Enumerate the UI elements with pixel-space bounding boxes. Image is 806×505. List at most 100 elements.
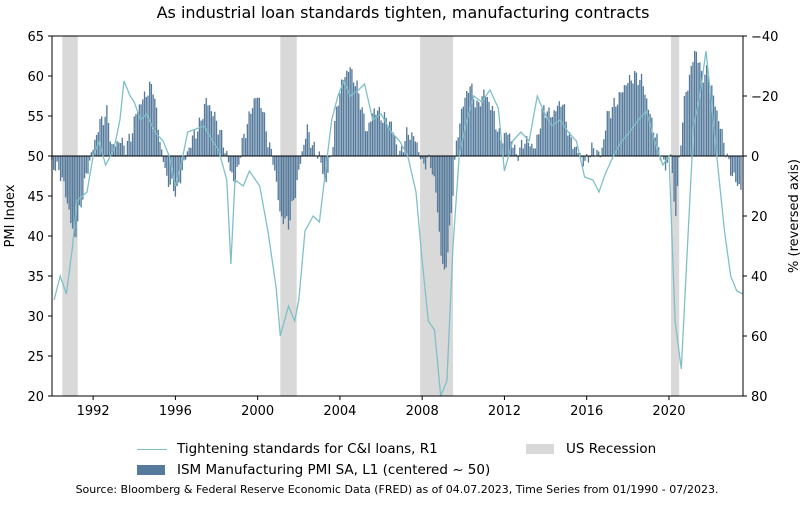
pmi-bar-82: [191, 135, 194, 156]
pmi-bar-191: [378, 106, 381, 156]
legend-recession-swatch: [526, 444, 554, 454]
pmi-bar-248: [476, 100, 478, 156]
pmi-bar-219: [426, 156, 428, 158]
legend-bars-label: ISM Manufacturing PMI SA, L1 (centered ~…: [177, 462, 491, 478]
pmi-bar-10: [68, 156, 70, 210]
pmi-bar-368: [682, 122, 684, 156]
pmi-bar-32: [106, 105, 108, 156]
pmi-bar-30: [102, 125, 105, 156]
pmi-bar-390: [719, 128, 722, 156]
pmi-bar-374: [692, 62, 694, 156]
pmi-bar-112: [243, 133, 245, 156]
pmi-bar-128: [270, 148, 273, 156]
right-tick-label-2: 0: [751, 150, 759, 165]
pmi-bar-319: [598, 151, 600, 156]
pmi-bar-318: [596, 149, 598, 156]
pmi-bar-88: [202, 119, 204, 156]
legend-bars: ISM Manufacturing PMI SA, L1 (centered ~…: [137, 462, 490, 478]
pmi-bar-225: [436, 156, 439, 213]
pmi-bar-19: [83, 156, 86, 179]
source-note: Source: Bloomberg & Federal Reserve Econ…: [75, 483, 719, 496]
pmi-bar-130: [274, 156, 276, 171]
pmi-bar-388: [716, 110, 718, 156]
pmi-bar-243: [467, 92, 470, 156]
pmi-bar-116: [250, 113, 252, 156]
pmi-bar-333: [622, 92, 624, 156]
pmi-bar-157: [320, 156, 322, 163]
pmi-bar-8: [65, 156, 67, 198]
pmi-bar-254: [486, 96, 488, 156]
pmi-bar-134: [280, 156, 283, 217]
pmi-bar-150: [308, 132, 310, 156]
pmi-bar-144: [298, 156, 300, 170]
pmi-bar-284: [538, 134, 540, 156]
pmi-bar-397: [731, 156, 734, 177]
pmi-bar-232: [448, 156, 451, 226]
pmi-bar-183: [364, 131, 367, 156]
pmi-bar-38: [116, 141, 118, 156]
pmi-bar-203: [399, 150, 401, 156]
pmi-bar-326: [610, 118, 612, 156]
pmi-bar-218: [424, 156, 427, 170]
pmi-bar-181: [361, 107, 363, 156]
pmi-bar-202: [397, 154, 399, 156]
pmi-bar-156: [318, 151, 321, 156]
pmi-bar-291: [550, 117, 552, 156]
pmi-bar-152: [311, 145, 314, 156]
pmi-bar-235: [454, 156, 456, 160]
pmi-bar-253: [484, 96, 487, 156]
pmi-bar-142: [294, 156, 297, 198]
pmi-bar-87: [200, 120, 202, 156]
pmi-bar-282: [534, 148, 536, 156]
pmi-bar-401: [738, 156, 740, 185]
pmi-bar-35: [111, 144, 113, 156]
pmi-bar-61: [155, 107, 158, 156]
pmi-bar-305: [574, 146, 576, 156]
pmi-bar-62: [157, 129, 159, 156]
pmi-bar-304: [572, 148, 574, 156]
right-axis-label: % (reversed axis): [787, 159, 802, 273]
pmi-bar-107: [234, 156, 237, 183]
pmi-bar-14: [75, 156, 77, 238]
legend-line-label: Tightening standards for C&I loans, R1: [177, 441, 438, 457]
pmi-bar-90: [205, 97, 207, 156]
pmi-bar-172: [346, 70, 348, 156]
pmi-bar-121: [258, 97, 261, 156]
pmi-bar-57: [149, 81, 151, 156]
pmi-bar-49: [135, 114, 137, 156]
pmi-bar-47: [131, 133, 134, 156]
pmi-bar-97: [217, 134, 219, 156]
pmi-bar-201: [395, 144, 398, 156]
pmi-bar-16: [78, 156, 81, 206]
pmi-bar-267: [508, 133, 511, 156]
pmi-bar-95: [214, 111, 216, 156]
pmi-bar-310: [582, 156, 584, 167]
pmi-bar-168: [339, 93, 341, 156]
x-tick-label-1: 1996: [159, 404, 192, 419]
pmi-bar-389: [717, 121, 720, 156]
left-tick-label-4: 40: [27, 230, 44, 245]
pmi-bar-145: [299, 156, 302, 164]
pmi-bar-339: [632, 83, 634, 156]
pmi-bar-261: [498, 128, 500, 156]
pmi-bar-287: [543, 105, 545, 156]
loan-standards-line: [53, 50, 744, 397]
left-axis: 20 25 30 35 40 45 50 55 60 65: [27, 30, 52, 405]
pmi-bar-315: [591, 142, 593, 156]
pmi-bar-92: [209, 105, 211, 156]
pmi-bar-103: [227, 156, 230, 163]
pmi-bar-358: [664, 156, 667, 171]
pmi-bar-280: [531, 143, 533, 156]
pmi-bar-357: [663, 156, 665, 160]
left-tick-label-5: 45: [27, 190, 44, 205]
pmi-bar-237: [457, 137, 459, 156]
pmi-bar-184: [366, 131, 369, 156]
pmi-bar-391: [721, 129, 723, 156]
pmi-bar-245: [471, 83, 473, 156]
pmi-bar-384: [709, 86, 711, 156]
pmi-bar-67: [166, 156, 168, 176]
pmi-bar-158: [322, 156, 324, 174]
pmi-bar-141: [292, 156, 295, 200]
pmi-bar-211: [412, 136, 415, 156]
pmi-bar-120: [256, 97, 259, 156]
